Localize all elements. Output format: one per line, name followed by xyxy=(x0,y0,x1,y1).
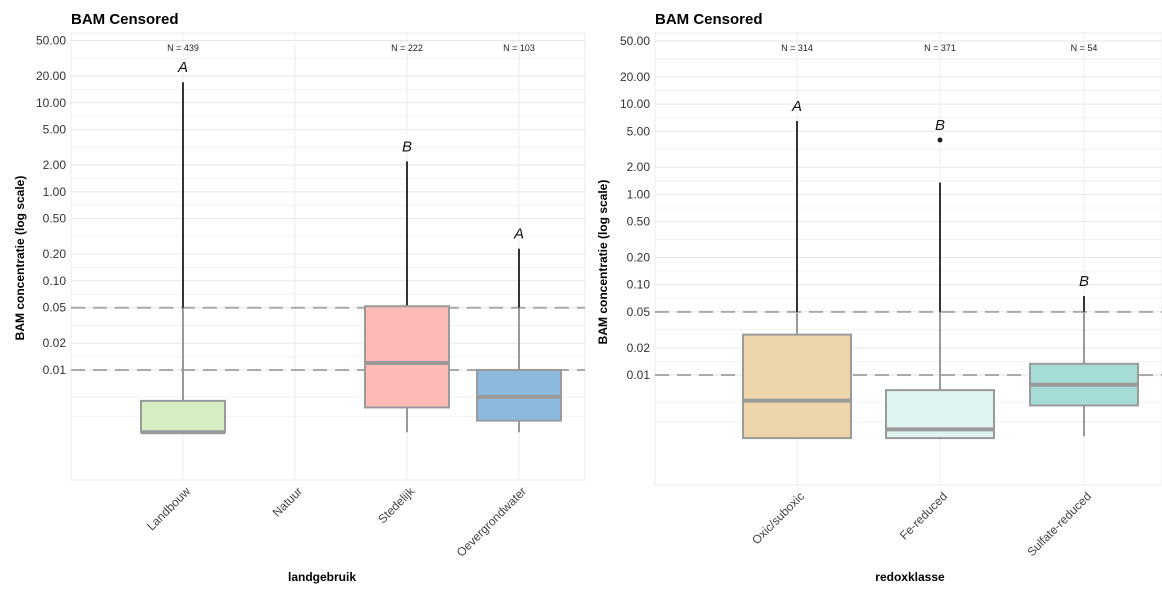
y-tick-label: 10.00 xyxy=(620,97,650,111)
y-tick-label: 0.05 xyxy=(627,305,651,319)
y-tick-label: 0.02 xyxy=(627,341,651,355)
sample-size-label: N = 54 xyxy=(1071,43,1098,53)
box-fe-reduced xyxy=(885,137,995,440)
x-tick-label: Oxic/suboxic xyxy=(749,489,807,547)
box-oxic-suboxic xyxy=(742,121,852,440)
y-tick-label: 0.10 xyxy=(627,278,651,292)
y-tick-label: 5.00 xyxy=(627,124,651,138)
x-tick-label: Sulfate-reduced xyxy=(1024,489,1094,559)
annotations: A N = 314 B N = 371 B N = 54 xyxy=(781,43,1097,290)
grid-lines xyxy=(71,33,585,480)
chart-panel-redoxklasse: BAM Censored BAM concentratie (log scale… xyxy=(596,11,1162,584)
y-tick-label: 0.02 xyxy=(43,336,67,350)
sample-size-label: N = 222 xyxy=(391,43,423,53)
sample-size-label: N = 314 xyxy=(781,43,813,53)
box-landbouw xyxy=(140,82,226,435)
x-tick-labels: Landbouw Natuur Stedelijk Oevergrondwater xyxy=(144,484,529,560)
y-tick-label: 50.00 xyxy=(620,34,650,48)
boxes xyxy=(140,82,562,435)
significance-group-label: A xyxy=(791,98,802,115)
annotations: A N = 439 B N = 222 A N = 103 xyxy=(167,43,535,243)
y-tick-label: 0.50 xyxy=(627,215,651,229)
y-tick-label: 50.00 xyxy=(36,34,66,48)
x-tick-label: Landbouw xyxy=(144,484,193,533)
x-tick-label: Natuur xyxy=(270,484,305,519)
y-tick-label: 0.05 xyxy=(43,301,67,315)
y-tick-label: 0.01 xyxy=(627,368,651,382)
y-tick-label: 2.00 xyxy=(43,158,67,172)
x-tick-label: Oevergrondwater xyxy=(454,484,529,559)
y-tick-label: 20.00 xyxy=(36,69,66,83)
panel-title: BAM Censored xyxy=(655,11,763,28)
sample-size-label: N = 371 xyxy=(924,43,956,53)
boxes xyxy=(742,121,1139,440)
y-tick-label: 1.00 xyxy=(43,185,67,199)
significance-group-label: B xyxy=(935,117,945,134)
y-tick-label: 1.00 xyxy=(627,187,651,201)
box-iqr xyxy=(364,305,450,409)
y-tick-labels: 50.00 20.00 10.00 5.00 2.00 1.00 0.50 0.20 0.10 0… xyxy=(620,34,650,382)
y-axis-label: BAM concentratie (log scale) xyxy=(13,176,27,341)
significance-group-label: A xyxy=(177,59,188,76)
y-tick-label: 0.01 xyxy=(43,363,67,377)
y-tick-label: 5.00 xyxy=(43,123,67,137)
y-tick-label: 0.20 xyxy=(627,251,651,265)
box-oevergrondwater xyxy=(476,248,562,433)
box-sulfate-reduced xyxy=(1029,295,1139,437)
y-tick-labels: 50.00 20.00 10.00 5.00 2.00 1.00 0.50 0.20 0.10 0… xyxy=(36,34,66,378)
x-tick-label: Stedelijk xyxy=(375,484,418,527)
y-tick-label: 10.00 xyxy=(36,96,66,110)
sample-size-label: N = 439 xyxy=(167,43,199,53)
significance-group-label: A xyxy=(513,226,524,243)
x-tick-labels: Oxic/suboxic Fe-reduced Sulfate-reduced xyxy=(749,489,1094,559)
significance-group-label: B xyxy=(402,138,412,155)
box-iqr xyxy=(140,399,226,434)
y-tick-label: 20.00 xyxy=(620,70,650,84)
y-tick-label: 0.20 xyxy=(43,247,67,261)
x-axis-label: redoxklasse xyxy=(875,570,945,584)
box-stedelijk xyxy=(364,161,450,433)
y-axis-label: BAM concentratie (log scale) xyxy=(596,180,610,345)
chart-panel-landgebruik: BAM Censored BAM concentratie (log scale… xyxy=(13,11,586,584)
sample-size-label: N = 103 xyxy=(503,43,535,53)
x-axis-label: landgebruik xyxy=(288,570,356,584)
outlier-point xyxy=(937,137,943,143)
y-tick-label: 0.50 xyxy=(43,212,67,226)
significance-group-label: B xyxy=(1079,273,1089,290)
box-iqr xyxy=(742,333,852,440)
y-tick-label: 2.00 xyxy=(627,160,651,174)
x-tick-label: Fe-reduced xyxy=(897,489,950,542)
y-tick-label: 0.10 xyxy=(43,274,67,288)
panel-title: BAM Censored xyxy=(71,11,179,28)
